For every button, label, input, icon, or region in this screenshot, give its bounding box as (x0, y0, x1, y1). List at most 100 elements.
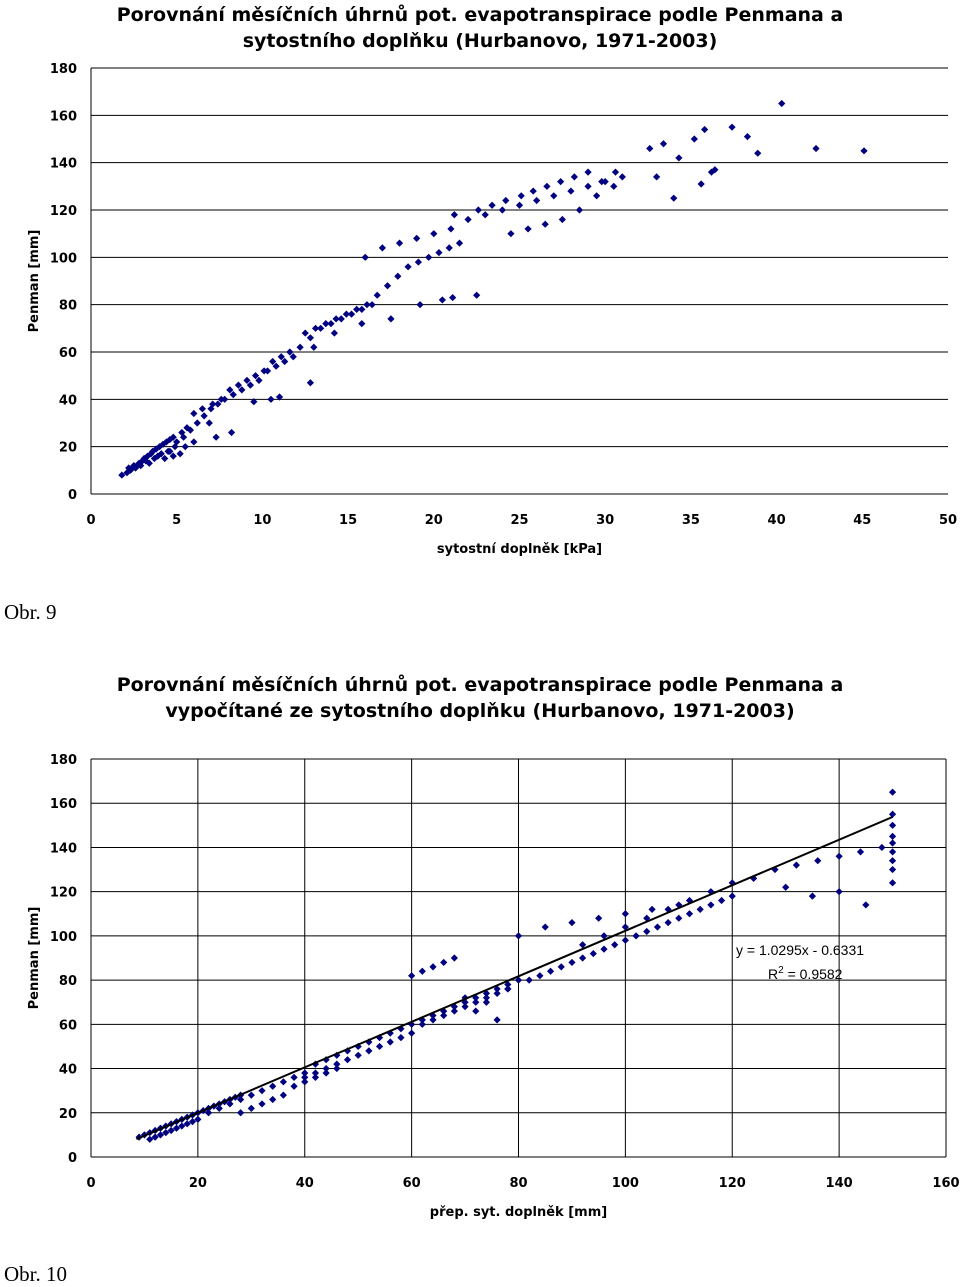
data-point (888, 839, 897, 847)
data-point (330, 329, 338, 337)
x-tick-label: 15 (339, 513, 357, 528)
data-point (524, 225, 532, 233)
data-point (408, 1029, 416, 1037)
data-point (146, 1135, 154, 1143)
data-point (743, 133, 752, 141)
data-point (482, 994, 491, 1002)
data-point (181, 443, 189, 451)
data-point (161, 454, 169, 463)
data-point (397, 1034, 405, 1042)
data-point (301, 1073, 309, 1081)
data-point (514, 932, 523, 940)
data-point (835, 852, 843, 860)
x-tick-label: 20 (425, 513, 443, 528)
data-point (301, 1078, 309, 1086)
data-point (317, 324, 325, 332)
data-point (701, 125, 709, 134)
r-squared-label: R2 = 0.9582 (768, 965, 843, 982)
data-point (258, 1087, 266, 1095)
data-point (194, 1115, 202, 1124)
chart-2-title-line2: vypočítané ze sytostního doplňku (Hurban… (165, 700, 795, 722)
data-point (621, 923, 629, 931)
data-point (234, 381, 243, 389)
data-point (584, 168, 592, 176)
data-point (429, 963, 437, 971)
data-point (383, 282, 392, 290)
data-point (435, 249, 443, 257)
data-point (440, 1011, 448, 1020)
data-point (878, 843, 886, 852)
data-point (567, 187, 575, 195)
data-point (200, 412, 208, 420)
data-point (481, 211, 489, 219)
data-point (260, 367, 268, 375)
data-point (533, 196, 541, 205)
data-point (176, 450, 184, 458)
caption-fig-9: Obr. 9 (4, 600, 57, 624)
data-point (717, 896, 726, 905)
x-axis-label: sytostní doplněk [kPa] (437, 542, 602, 557)
data-point (267, 395, 275, 403)
data-point (418, 1020, 426, 1028)
data-point (413, 234, 421, 242)
data-point (675, 914, 683, 922)
data-point (646, 144, 654, 153)
chart-2-title-line1: Porovnání měsíčních úhrnů pot. evapotran… (116, 674, 844, 696)
data-point (322, 320, 330, 328)
data-point (145, 459, 153, 467)
data-point (445, 244, 453, 252)
data-point (447, 225, 455, 233)
data-point (888, 832, 897, 840)
data-point (593, 192, 601, 200)
data-point (418, 967, 426, 975)
data-point (156, 1131, 165, 1139)
data-point (198, 405, 207, 413)
data-point (888, 879, 897, 887)
data-point (238, 386, 246, 394)
data-point (204, 1109, 213, 1117)
data-point (659, 140, 668, 148)
data-point (888, 857, 897, 865)
chart-1-title: Porovnání měsíčních úhrnů pot. evapotran… (0, 2, 960, 54)
data-point (214, 400, 222, 408)
x-tick-label: 120 (719, 1176, 746, 1191)
y-tick-label: 160 (50, 797, 77, 812)
x-tick-label: 0 (86, 1176, 95, 1191)
data-point (610, 182, 618, 190)
data-point (430, 230, 438, 238)
data-point (696, 905, 704, 913)
data-point (792, 861, 800, 869)
data-point (215, 1104, 223, 1112)
data-point (361, 253, 369, 261)
y-tick-label: 120 (50, 886, 77, 901)
data-point (327, 320, 335, 328)
data-point (258, 1100, 266, 1108)
data-point (888, 788, 897, 796)
data-point (408, 972, 416, 980)
data-point (358, 305, 366, 313)
data-point (279, 1078, 287, 1086)
data-point (888, 848, 897, 856)
data-point (190, 438, 198, 446)
data-point (137, 462, 145, 470)
data-point (449, 293, 457, 302)
data-point (171, 443, 179, 451)
caption-fig-10: Obr. 10 (4, 1262, 67, 1286)
data-point (618, 173, 626, 181)
data-point (306, 379, 314, 387)
data-point (707, 901, 715, 909)
data-point (217, 395, 225, 403)
y-tick-label: 40 (59, 393, 77, 408)
data-point (186, 426, 195, 434)
data-point (286, 348, 294, 356)
data-point (482, 998, 491, 1006)
data-point (212, 433, 220, 441)
data-point (461, 994, 469, 1002)
data-point (438, 296, 446, 304)
data-point (778, 99, 786, 108)
data-point (289, 353, 297, 361)
data-point (473, 291, 481, 299)
x-tick-label: 20 (189, 1176, 207, 1191)
trendline-equation: y = 1.0295x - 0.6331 (736, 942, 864, 958)
data-point (301, 329, 309, 337)
